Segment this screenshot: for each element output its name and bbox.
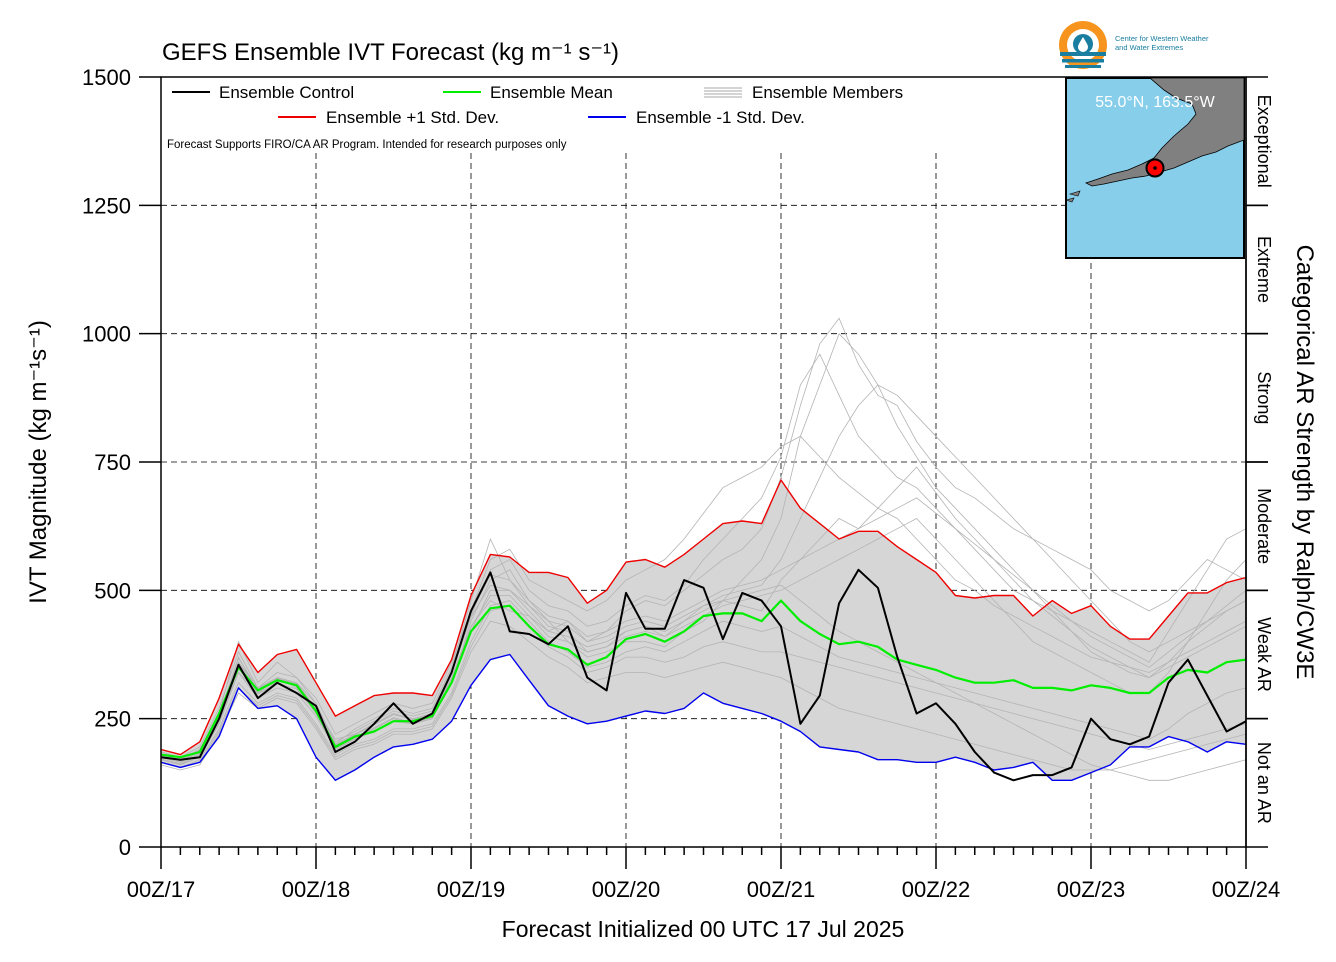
y-tick-label: 1500 [82, 65, 131, 90]
chart-title: GEFS Ensemble IVT Forecast (kg m⁻¹ s⁻¹) [162, 39, 619, 66]
ensemble-member-line-8 [160, 584, 1247, 781]
x-tick-label: 00Z/18 [282, 877, 351, 902]
legend-label-minus-std: Ensemble -1 Std. Dev. [636, 108, 805, 127]
location-marker-center [1153, 166, 1157, 170]
logo-text-line2: and Water Extremes [1115, 43, 1183, 52]
x-tick-label: 00Z/22 [902, 877, 971, 902]
y-tick-label: 500 [94, 578, 131, 603]
y-axis: 0 250 500 750 1000 1250 1500 [82, 65, 161, 860]
ensemble-member-line-4 [160, 600, 1247, 768]
legend-swatch-members [704, 87, 742, 98]
legend-label-mean: Ensemble Mean [490, 83, 613, 102]
ensemble-member-line-9 [160, 497, 1247, 761]
y-tick-label: 0 [119, 835, 131, 860]
ensemble-member-line-10 [160, 605, 1247, 768]
x-axis-label: Forecast Initialized 00 UTC 17 Jul 2025 [502, 916, 905, 942]
category-label: Exceptional [1254, 95, 1274, 188]
legend: Ensemble Control Ensemble Mean Ensemble … [167, 83, 903, 151]
category-label: Extreme [1254, 236, 1274, 303]
x-tick-label: 00Z/17 [127, 877, 196, 902]
category-label: Weak AR [1254, 617, 1274, 692]
category-label: Not an AR [1254, 742, 1274, 824]
legend-label-plus-std: Ensemble +1 Std. Dev. [326, 108, 499, 127]
x-tick-label: 00Z/19 [437, 877, 506, 902]
logo-text-line1: Center for Western Weather [1115, 34, 1209, 43]
plus-std-line [160, 479, 1247, 756]
ensemble-member-line-7 [160, 353, 1247, 763]
y-tick-label: 750 [94, 450, 131, 475]
ensemble-members [160, 317, 1247, 781]
ensemble-member-line-5 [160, 435, 1247, 758]
x-axis: 00Z/17 00Z/18 00Z/19 00Z/20 00Z/21 00Z/22 00Z/… [127, 847, 1281, 902]
x-tick-label: 00Z/20 [592, 877, 661, 902]
ensemble-member-line-11 [160, 384, 1247, 762]
research-note: Forecast Supports FIRO/CA AR Program. In… [167, 139, 567, 151]
location-coords: 55.0°N, 163.5°W [1095, 94, 1215, 111]
legend-label-members: Ensemble Members [752, 83, 903, 102]
y-axis-label: IVT Magnitude (kg m⁻¹s⁻¹) [25, 320, 52, 604]
series-layer [160, 479, 1247, 782]
y-tick-label: 1000 [82, 322, 131, 347]
alaska-landmass [1084, 77, 1245, 187]
right-axis-label: Categorical AR Strength by Ralph/CW3E [1291, 245, 1318, 680]
y-tick-label: 1250 [82, 193, 131, 218]
ensemble-member-line-6 [160, 620, 1247, 771]
category-label: Moderate [1254, 488, 1274, 564]
category-axis: Not an AR Weak AR Moderate Strong Extreme Exc… [1245, 76, 1274, 848]
std-dev-band [161, 480, 1246, 781]
aleutian-islands [1064, 190, 1081, 203]
control-line [160, 568, 1247, 782]
x-tick-label: 00Z/24 [1212, 877, 1281, 902]
mean-line [160, 599, 1247, 759]
location-inset-map: 55.0°N, 163.5°W [1064, 77, 1245, 259]
legend-label-control: Ensemble Control [219, 83, 354, 102]
cw3e-logo: Center for Western Weather and Water Ext… [1059, 21, 1209, 69]
x-tick-label: 00Z/23 [1057, 877, 1126, 902]
category-label: Strong [1254, 371, 1274, 424]
x-tick-label: 00Z/21 [747, 877, 816, 902]
minus-std-line [160, 653, 1247, 781]
ensemble-member-line-3 [160, 317, 1247, 761]
y-tick-label: 250 [94, 707, 131, 732]
